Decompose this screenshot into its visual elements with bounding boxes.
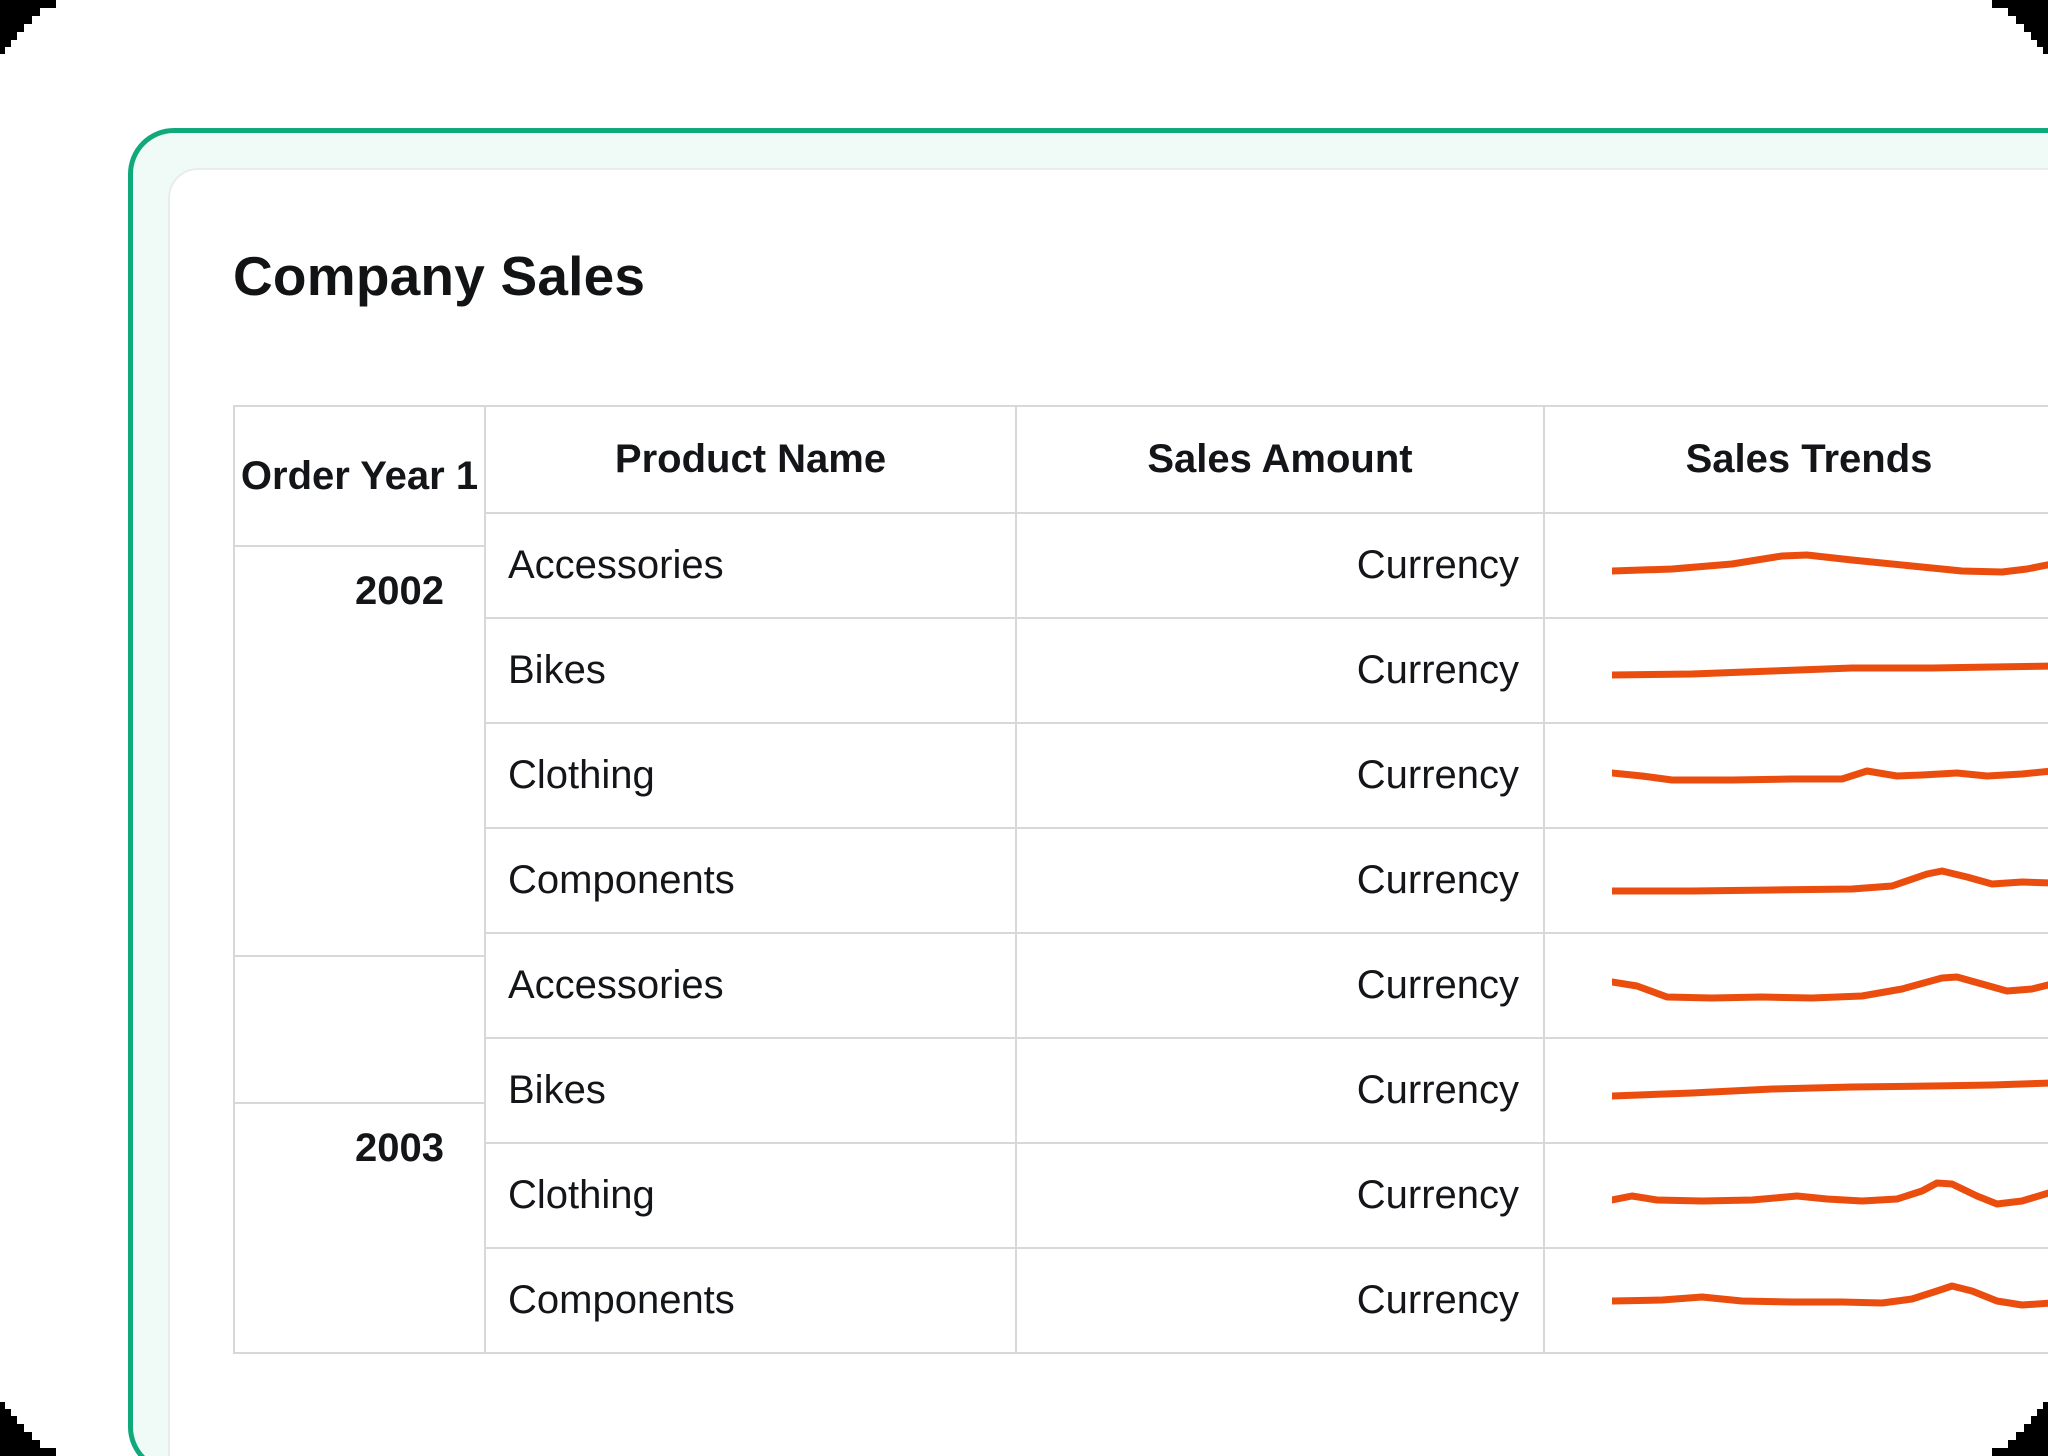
sales-table: Order Year 1 2002 2003 Product Name Sale…	[233, 405, 2048, 1354]
order-year-column: Order Year 1 2002 2003	[233, 407, 486, 1354]
column-header-sales-amount: Sales Amount	[1015, 407, 1543, 514]
trend-cell	[1543, 829, 2048, 934]
amount-cell: Currency	[1015, 1249, 1543, 1354]
sparkline-line	[1612, 973, 2048, 1002]
sparkline-line	[1612, 662, 2048, 679]
table-grid: Product Name Sales Amount Sales Trends A…	[486, 407, 2048, 1354]
table-row: Accessories Currency	[486, 514, 2048, 619]
amount-cell: Currency	[1015, 1039, 1543, 1144]
trend-cell	[1543, 1249, 2048, 1354]
table-header-row: Product Name Sales Amount Sales Trends	[486, 407, 2048, 514]
sparkline-chart	[1612, 1282, 2048, 1309]
year-gap-cell	[235, 957, 484, 1104]
sparkline-chart	[1612, 867, 2048, 895]
product-cell: Components	[486, 829, 1015, 934]
amount-cell: Currency	[1015, 829, 1543, 934]
amount-cell: Currency	[1015, 724, 1543, 829]
product-cell: Bikes	[486, 619, 1015, 724]
trend-cell	[1543, 514, 2048, 619]
amount-cell: Currency	[1015, 1144, 1543, 1249]
sparkline-line	[1612, 767, 2048, 784]
sparkline-line	[1612, 1179, 2048, 1208]
sparkline-chart	[1612, 767, 2048, 784]
trend-cell	[1543, 619, 2048, 724]
column-header-product-name: Product Name	[486, 407, 1015, 514]
product-cell: Bikes	[486, 1039, 1015, 1144]
table-row: Accessories Currency	[486, 934, 2048, 1039]
sparkline-chart	[1612, 1179, 2048, 1208]
sparkline-chart	[1612, 551, 2048, 576]
product-cell: Clothing	[486, 1144, 1015, 1249]
sparkline-chart	[1612, 662, 2048, 679]
table-row: Bikes Currency	[486, 1039, 2048, 1144]
content-card	[168, 168, 2048, 1456]
corner-pixel-icon	[1990, 1398, 2048, 1456]
sparkline-line	[1612, 867, 2048, 895]
table-row: Bikes Currency	[486, 619, 2048, 724]
table-row: Clothing Currency	[486, 1144, 2048, 1249]
product-cell: Clothing	[486, 724, 1015, 829]
corner-pixel-icon	[1990, 0, 2048, 105]
amount-cell: Currency	[1015, 934, 1543, 1039]
amount-cell: Currency	[1015, 514, 1543, 619]
year-cell-2003: 2003	[235, 1104, 484, 1354]
column-header-sales-trends: Sales Trends	[1543, 407, 2048, 514]
sparkline-chart	[1612, 1079, 2048, 1100]
table-row: Components Currency	[486, 829, 2048, 934]
product-cell: Accessories	[486, 514, 1015, 619]
amount-cell: Currency	[1015, 619, 1543, 724]
product-cell: Accessories	[486, 934, 1015, 1039]
corner-pixel-icon	[0, 0, 58, 58]
table-row: Components Currency	[486, 1249, 2048, 1354]
trend-cell	[1543, 1144, 2048, 1249]
sparkline-chart	[1612, 973, 2048, 1002]
year-cell-2002: 2002	[235, 547, 484, 957]
trend-cell	[1543, 934, 2048, 1039]
sparkline-line	[1612, 1282, 2048, 1309]
page-title: Company Sales	[233, 245, 646, 307]
column-header-order-year: Order Year 1	[235, 407, 484, 547]
table-row: Clothing Currency	[486, 724, 2048, 829]
trend-cell	[1543, 1039, 2048, 1144]
trend-cell	[1543, 724, 2048, 829]
corner-pixel-icon	[0, 1398, 58, 1456]
sparkline-line	[1612, 1079, 2048, 1100]
sparkline-line	[1612, 551, 2048, 576]
product-cell: Components	[486, 1249, 1015, 1354]
